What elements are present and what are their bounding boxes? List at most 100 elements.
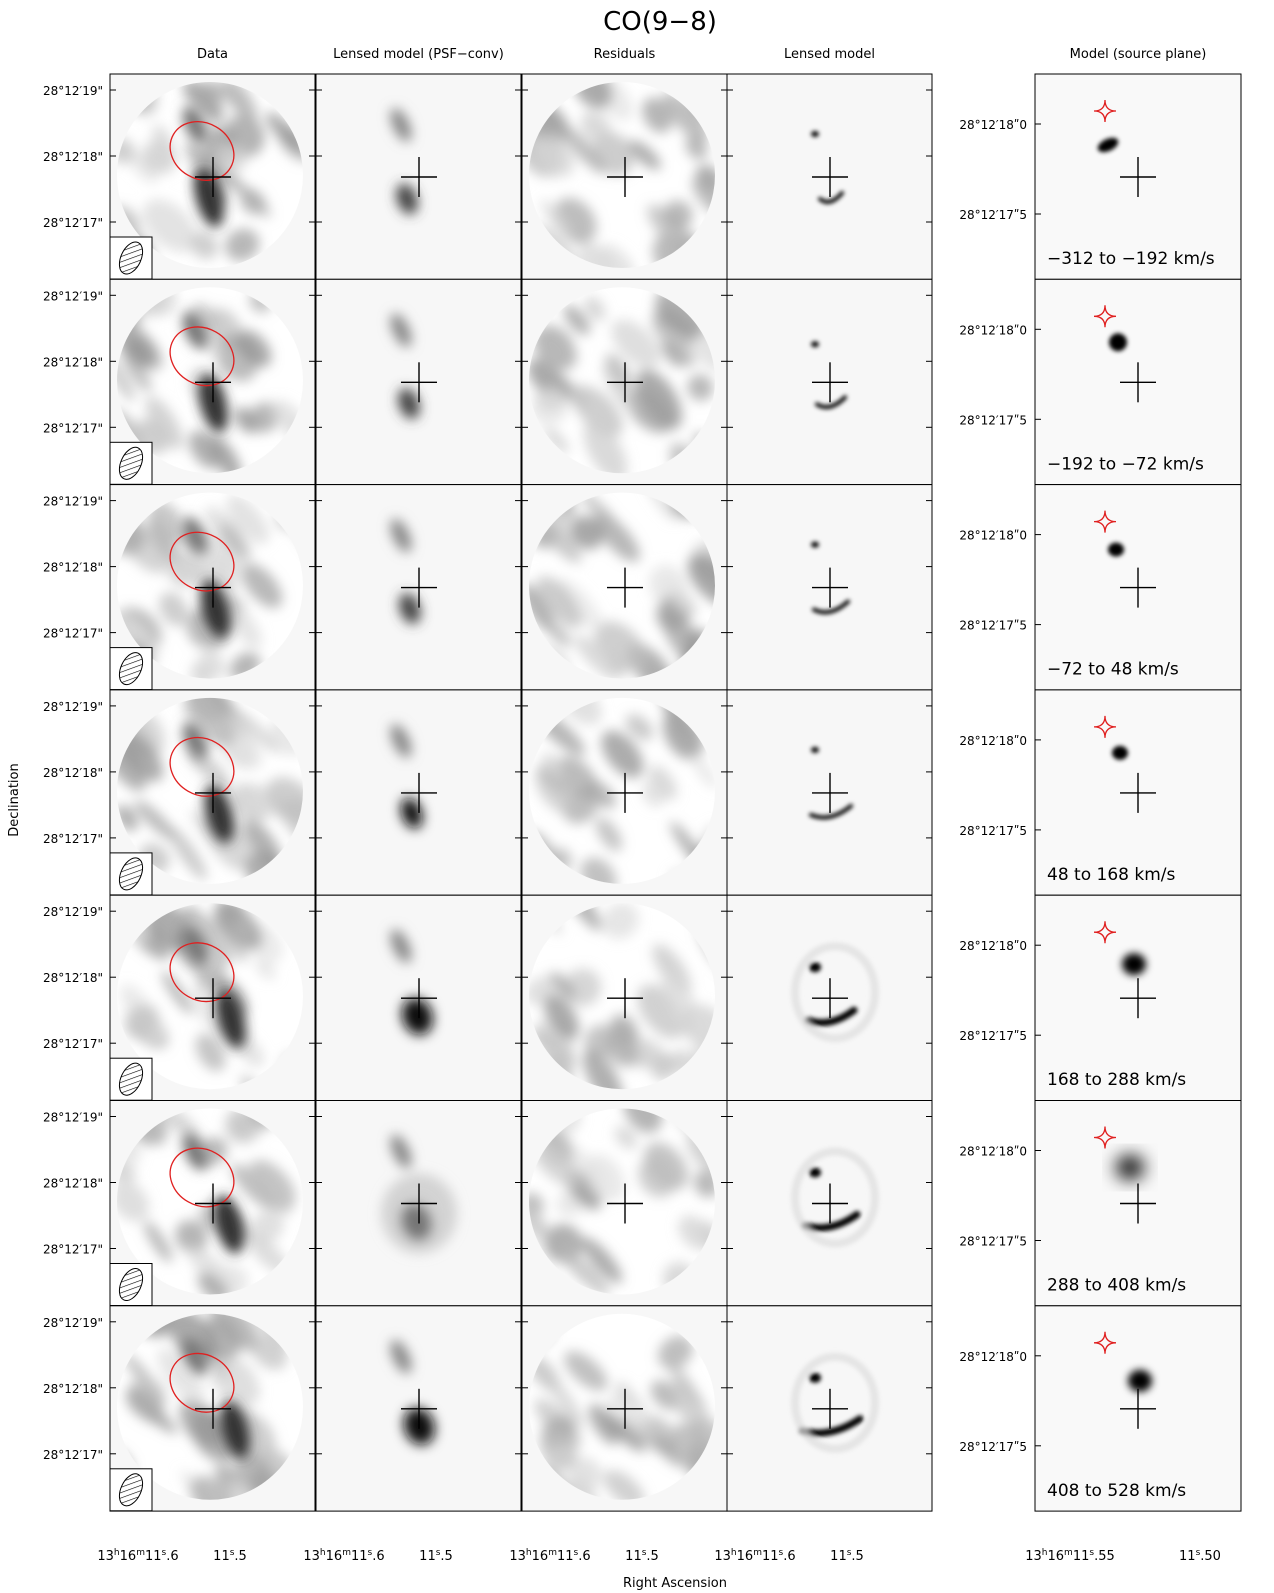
dec-tick-label: 28°12′18" bbox=[43, 971, 103, 985]
dec-tick-label: 28°12′17ʺ5 bbox=[959, 619, 1027, 633]
astroid-caustic bbox=[1093, 921, 1117, 944]
lens-position-marker bbox=[401, 567, 437, 608]
y-axis-label: Declination bbox=[7, 763, 22, 837]
lens-position-marker bbox=[1120, 1388, 1156, 1429]
source-blob bbox=[1122, 953, 1146, 976]
lensed-model-panel bbox=[726, 73, 933, 280]
lensed-model-panel bbox=[726, 484, 933, 691]
dec-tick-label: 28°12′19" bbox=[43, 700, 103, 714]
channel-row: 28°12′19" 28°12′18" 28°12′17" 288 to 408 km… bbox=[43, 1100, 1242, 1307]
beam-indicator bbox=[109, 441, 153, 485]
psf-model-panel bbox=[315, 894, 522, 1102]
psf-model-panel bbox=[315, 278, 522, 486]
lens-position-marker bbox=[401, 772, 437, 813]
dec-tick-label: 28°12′17" bbox=[43, 832, 103, 846]
lens-position-marker bbox=[195, 362, 231, 403]
data-panel bbox=[109, 278, 316, 486]
source-blob bbox=[1112, 745, 1128, 760]
lens-position-marker bbox=[812, 567, 848, 608]
psf-model-panel bbox=[315, 1100, 522, 1307]
column-header: Lensed model bbox=[784, 47, 875, 62]
source-plane-panel: −312 to −192 km/s bbox=[1034, 73, 1242, 280]
dec-tick-label: 28°12′18ʺ0 bbox=[959, 529, 1027, 543]
source-plane-panel: 48 to 168 km/s bbox=[1034, 689, 1242, 896]
column-header: Data bbox=[197, 47, 228, 62]
lens-position-marker bbox=[401, 362, 437, 403]
astroid-caustic bbox=[1093, 1331, 1117, 1354]
caustic-ellipse bbox=[169, 531, 235, 592]
astroid-caustic bbox=[1093, 510, 1117, 533]
ra-tick-label: 13h16m11s.6 bbox=[97, 1548, 178, 1564]
ra-tick-label: 11s.5 bbox=[625, 1548, 659, 1564]
ra-tick-label: 11s.5 bbox=[830, 1548, 864, 1564]
lens-position-marker bbox=[195, 567, 231, 608]
lensed-model-panel bbox=[726, 1305, 933, 1512]
dec-tick-label: 28°12′19" bbox=[43, 495, 103, 509]
caustic-ellipse bbox=[169, 1147, 235, 1208]
lens-position-marker bbox=[607, 1388, 643, 1429]
lens-position-marker bbox=[607, 1183, 643, 1224]
lens-position-marker bbox=[812, 1388, 848, 1429]
ra-tick-labels: 13h16m11s.6 11s.5 13h16m11s.6 11s.5 13h16m11… bbox=[97, 1548, 1221, 1564]
lens-position-marker bbox=[812, 1183, 848, 1224]
residuals-panel bbox=[521, 894, 728, 1102]
dec-tick-label: 28°12′18ʺ0 bbox=[959, 118, 1027, 132]
lens-position-marker bbox=[401, 1183, 437, 1224]
lensed-model-panel bbox=[726, 894, 933, 1102]
residuals-panel bbox=[521, 484, 728, 691]
psf-model-panel bbox=[315, 73, 522, 280]
dec-tick-label: 28°12′18" bbox=[43, 766, 103, 780]
dec-tick-label: 28°12′17ʺ5 bbox=[959, 1029, 1027, 1043]
lens-position-marker bbox=[401, 1388, 437, 1429]
beam-indicator bbox=[109, 1468, 153, 1512]
lens-position-marker bbox=[1120, 362, 1156, 403]
lensed-model-panel bbox=[726, 689, 933, 896]
lens-position-marker bbox=[1120, 157, 1156, 197]
lens-position-marker bbox=[607, 157, 643, 197]
lens-position-marker bbox=[1120, 978, 1156, 1019]
lens-position-marker bbox=[401, 978, 437, 1019]
dec-tick-label: 28°12′19" bbox=[43, 84, 103, 98]
astroid-caustic bbox=[1093, 1126, 1117, 1149]
lensed-model-panel bbox=[726, 1100, 933, 1307]
lens-position-marker bbox=[195, 1183, 231, 1224]
dec-tick-label: 28°12′18ʺ0 bbox=[959, 939, 1027, 953]
dec-tick-label: 28°12′17" bbox=[43, 1448, 103, 1462]
lens-position-marker bbox=[812, 978, 848, 1019]
lens-position-marker bbox=[195, 157, 231, 197]
channel-row: 28°12′19" 28°12′18" 28°12′17" −312 to −192 … bbox=[43, 73, 1242, 280]
x-axis-label: Right Ascension bbox=[623, 1576, 727, 1591]
source-plane-panel: −72 to 48 km/s bbox=[1034, 484, 1242, 691]
channel-row: 28°12′19" 28°12′18" 28°12′17" 168 to 288 km… bbox=[43, 894, 1242, 1102]
ra-tick-label: 11s.5 bbox=[419, 1548, 453, 1564]
residuals-panel bbox=[521, 73, 728, 280]
channel-row: 28°12′19" 28°12′18" 28°12′17" −72 to 48 km/… bbox=[43, 484, 1242, 691]
caustic-ellipse bbox=[169, 736, 235, 797]
column-header: Model (source plane) bbox=[1070, 47, 1207, 62]
dec-tick-label: 28°12′18ʺ0 bbox=[959, 1145, 1027, 1159]
ra-tick-label: 11s.5 bbox=[213, 1548, 247, 1564]
dec-tick-label: 28°12′18ʺ0 bbox=[959, 323, 1027, 337]
data-panel bbox=[109, 1305, 316, 1512]
caustic-ellipse bbox=[169, 1352, 235, 1413]
residuals-panel bbox=[521, 1305, 728, 1512]
dec-tick-label: 28°12′17" bbox=[43, 216, 103, 230]
residuals-panel bbox=[521, 689, 728, 896]
dec-tick-label: 28°12′18" bbox=[43, 1177, 103, 1191]
dec-tick-label: 28°12′19" bbox=[43, 1111, 103, 1125]
lensed-model-panel bbox=[726, 278, 933, 486]
astroid-caustic bbox=[1093, 99, 1117, 123]
data-panel bbox=[109, 73, 316, 280]
panel-grid: 28°12′19" 28°12′18" 28°12′17" −312 to −192 … bbox=[43, 73, 1242, 1512]
velocity-range-label: 48 to 168 km/s bbox=[1047, 865, 1175, 885]
psf-model-panel bbox=[315, 484, 522, 691]
channel-row: 28°12′19" 28°12′18" 28°12′17" 408 to 528 km… bbox=[43, 1305, 1242, 1512]
dec-tick-label: 28°12′17" bbox=[43, 1243, 103, 1257]
ra-tick-label: 13h16m11s.55 bbox=[1025, 1548, 1115, 1564]
dec-tick-label: 28°12′17ʺ5 bbox=[959, 824, 1027, 838]
lens-position-marker bbox=[1120, 567, 1156, 608]
caustic-ellipse bbox=[169, 121, 235, 181]
velocity-range-label: −72 to 48 km/s bbox=[1047, 660, 1179, 680]
velocity-range-label: 408 to 528 km/s bbox=[1047, 1481, 1186, 1501]
